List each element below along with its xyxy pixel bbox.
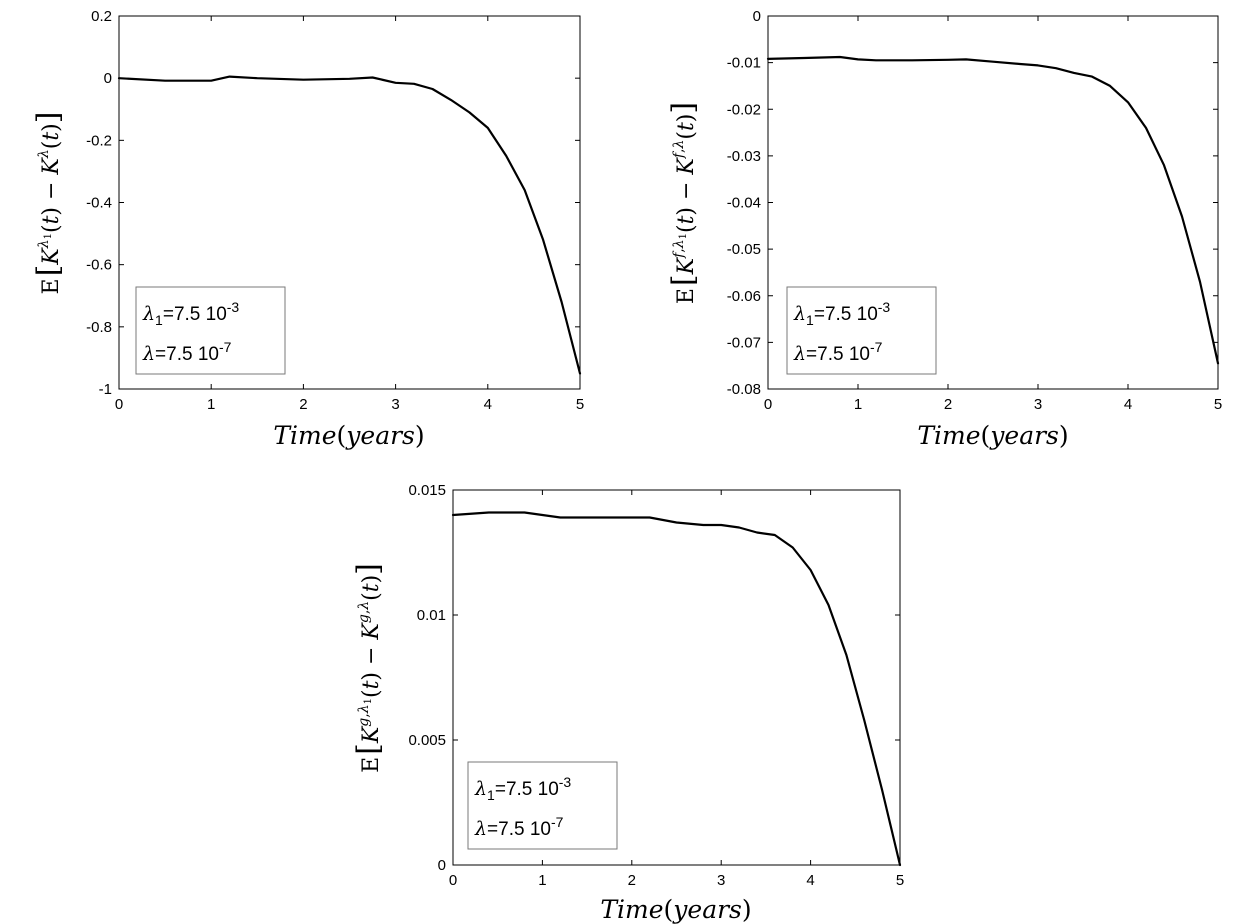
legend-entry-1: λ1=7.5 10-3: [142, 299, 239, 328]
series-line: [117, 75, 582, 375]
y-tick-label: -0.07: [727, 334, 761, 351]
legend-entry-2: λ=7.5 10-7: [474, 814, 564, 840]
y-tick-label: -0.4: [86, 195, 112, 212]
y-tick-label: -0.04: [727, 195, 761, 212]
y-axis-label: E[Kg,λ1(t) − Kg,λ(t)]: [351, 563, 386, 773]
x-tick-label: 4: [1124, 396, 1132, 413]
x-tick-label: 5: [576, 396, 584, 413]
y-tick-label: 0: [753, 8, 761, 25]
x-tick-label: 1: [207, 396, 215, 413]
x-tick-label: 0: [764, 396, 772, 413]
svg-text:E[Kg,λ1(t) − Kg,λ(t)]: E[Kg,λ1(t) − Kg,λ(t)]: [351, 563, 386, 773]
y-tick-label: -0.02: [727, 101, 761, 118]
y-tick-label: 0.01: [417, 607, 446, 624]
x-tick-label: 1: [538, 872, 546, 889]
y-tick-label: -0.6: [86, 257, 112, 274]
series-line: [766, 55, 1220, 365]
legend-box: [467, 761, 618, 850]
legend-entry-1: λ1=7.5 10-3: [474, 774, 571, 803]
y-tick-label: 0.015: [408, 482, 446, 499]
y-tick-label: 0.2: [91, 8, 112, 25]
x-tick-labels: 0 1 2 3 4 5: [449, 872, 904, 889]
x-tick-label: 4: [806, 872, 814, 889]
y-tick-label: -0.03: [727, 148, 761, 165]
y-tick-label: -0.05: [727, 241, 761, 258]
legend-entry-1: λ1=7.5 10-3: [793, 299, 890, 328]
x-tick-labels: 0 1 2 3 4 5: [764, 396, 1222, 413]
series-layer: [117, 75, 582, 375]
y-tick-label: -0.01: [727, 55, 761, 72]
x-tick-label: 5: [1214, 396, 1222, 413]
x-tick-label: 2: [299, 396, 307, 413]
x-tick-label: 0: [449, 872, 457, 889]
series-layer: [451, 511, 902, 867]
x-tick-label: 3: [717, 872, 725, 889]
legend-entry-2: λ=7.5 10-7: [142, 339, 232, 365]
x-axis-label: Time(years): [273, 421, 424, 450]
y-tick-label: -0.8: [86, 319, 112, 336]
axis-ticks: [118, 15, 581, 390]
chart-panel-top-left: 0 1 2 3 4 5 -1 -0.8 -0.6 -0.4 -0.2 0 0.2 λ1=7.5 10-…: [31, 8, 584, 450]
legend-box: [786, 286, 937, 375]
y-tick-labels: -1 -0.8 -0.6 -0.4 -0.2 0 0.2: [86, 8, 112, 398]
y-tick-labels: -0.08 -0.07 -0.06 -0.05 -0.04 -0.03 -0.02 -0.01…: [727, 8, 761, 398]
x-axis-label: Time(years): [600, 895, 751, 924]
x-axis-label: Time(years): [917, 421, 1068, 450]
y-tick-label: -1: [99, 381, 112, 398]
y-tick-label: 0: [438, 857, 446, 874]
x-tick-labels: 0 1 2 3 4 5: [115, 396, 584, 413]
series-line: [451, 511, 902, 867]
x-tick-label: 3: [1034, 396, 1042, 413]
x-tick-label: 0: [115, 396, 123, 413]
x-tick-label: 3: [391, 396, 399, 413]
x-tick-label: 4: [484, 396, 492, 413]
x-tick-label: 2: [944, 396, 952, 413]
y-axis-label: E[Kf,λ1(t) − Kf,λ(t)]: [666, 102, 701, 304]
x-tick-label: 2: [628, 872, 636, 889]
x-tick-label: 1: [854, 396, 862, 413]
y-tick-label: 0.005: [408, 732, 446, 749]
legend-box: [135, 286, 286, 375]
y-axis-label: E[Kλ1(t) − Kλ(t)]: [31, 112, 66, 295]
legend-entry-2: λ=7.5 10-7: [793, 339, 883, 365]
y-tick-label: -0.2: [86, 132, 112, 149]
svg-text:E[Kλ1(t) − Kλ(t)]: E[Kλ1(t) − Kλ(t)]: [31, 112, 66, 295]
svg-text:E[Kf,λ1(t) − Kf,λ(t)]: E[Kf,λ1(t) − Kf,λ(t)]: [666, 102, 701, 304]
chart-panel-bottom-center: 0 1 2 3 4 5 0 0.005 0.01 0.015 λ1=7.5 10-3 λ=7.5…: [351, 482, 904, 924]
x-tick-label: 5: [896, 872, 904, 889]
y-tick-label: -0.06: [727, 288, 761, 305]
plot-area-frame: [452, 489, 901, 866]
series-layer: [766, 55, 1220, 365]
y-tick-label: -0.08: [727, 381, 761, 398]
y-tick-labels: 0 0.005 0.01 0.015: [408, 482, 446, 874]
y-tick-label: 0: [104, 70, 112, 87]
